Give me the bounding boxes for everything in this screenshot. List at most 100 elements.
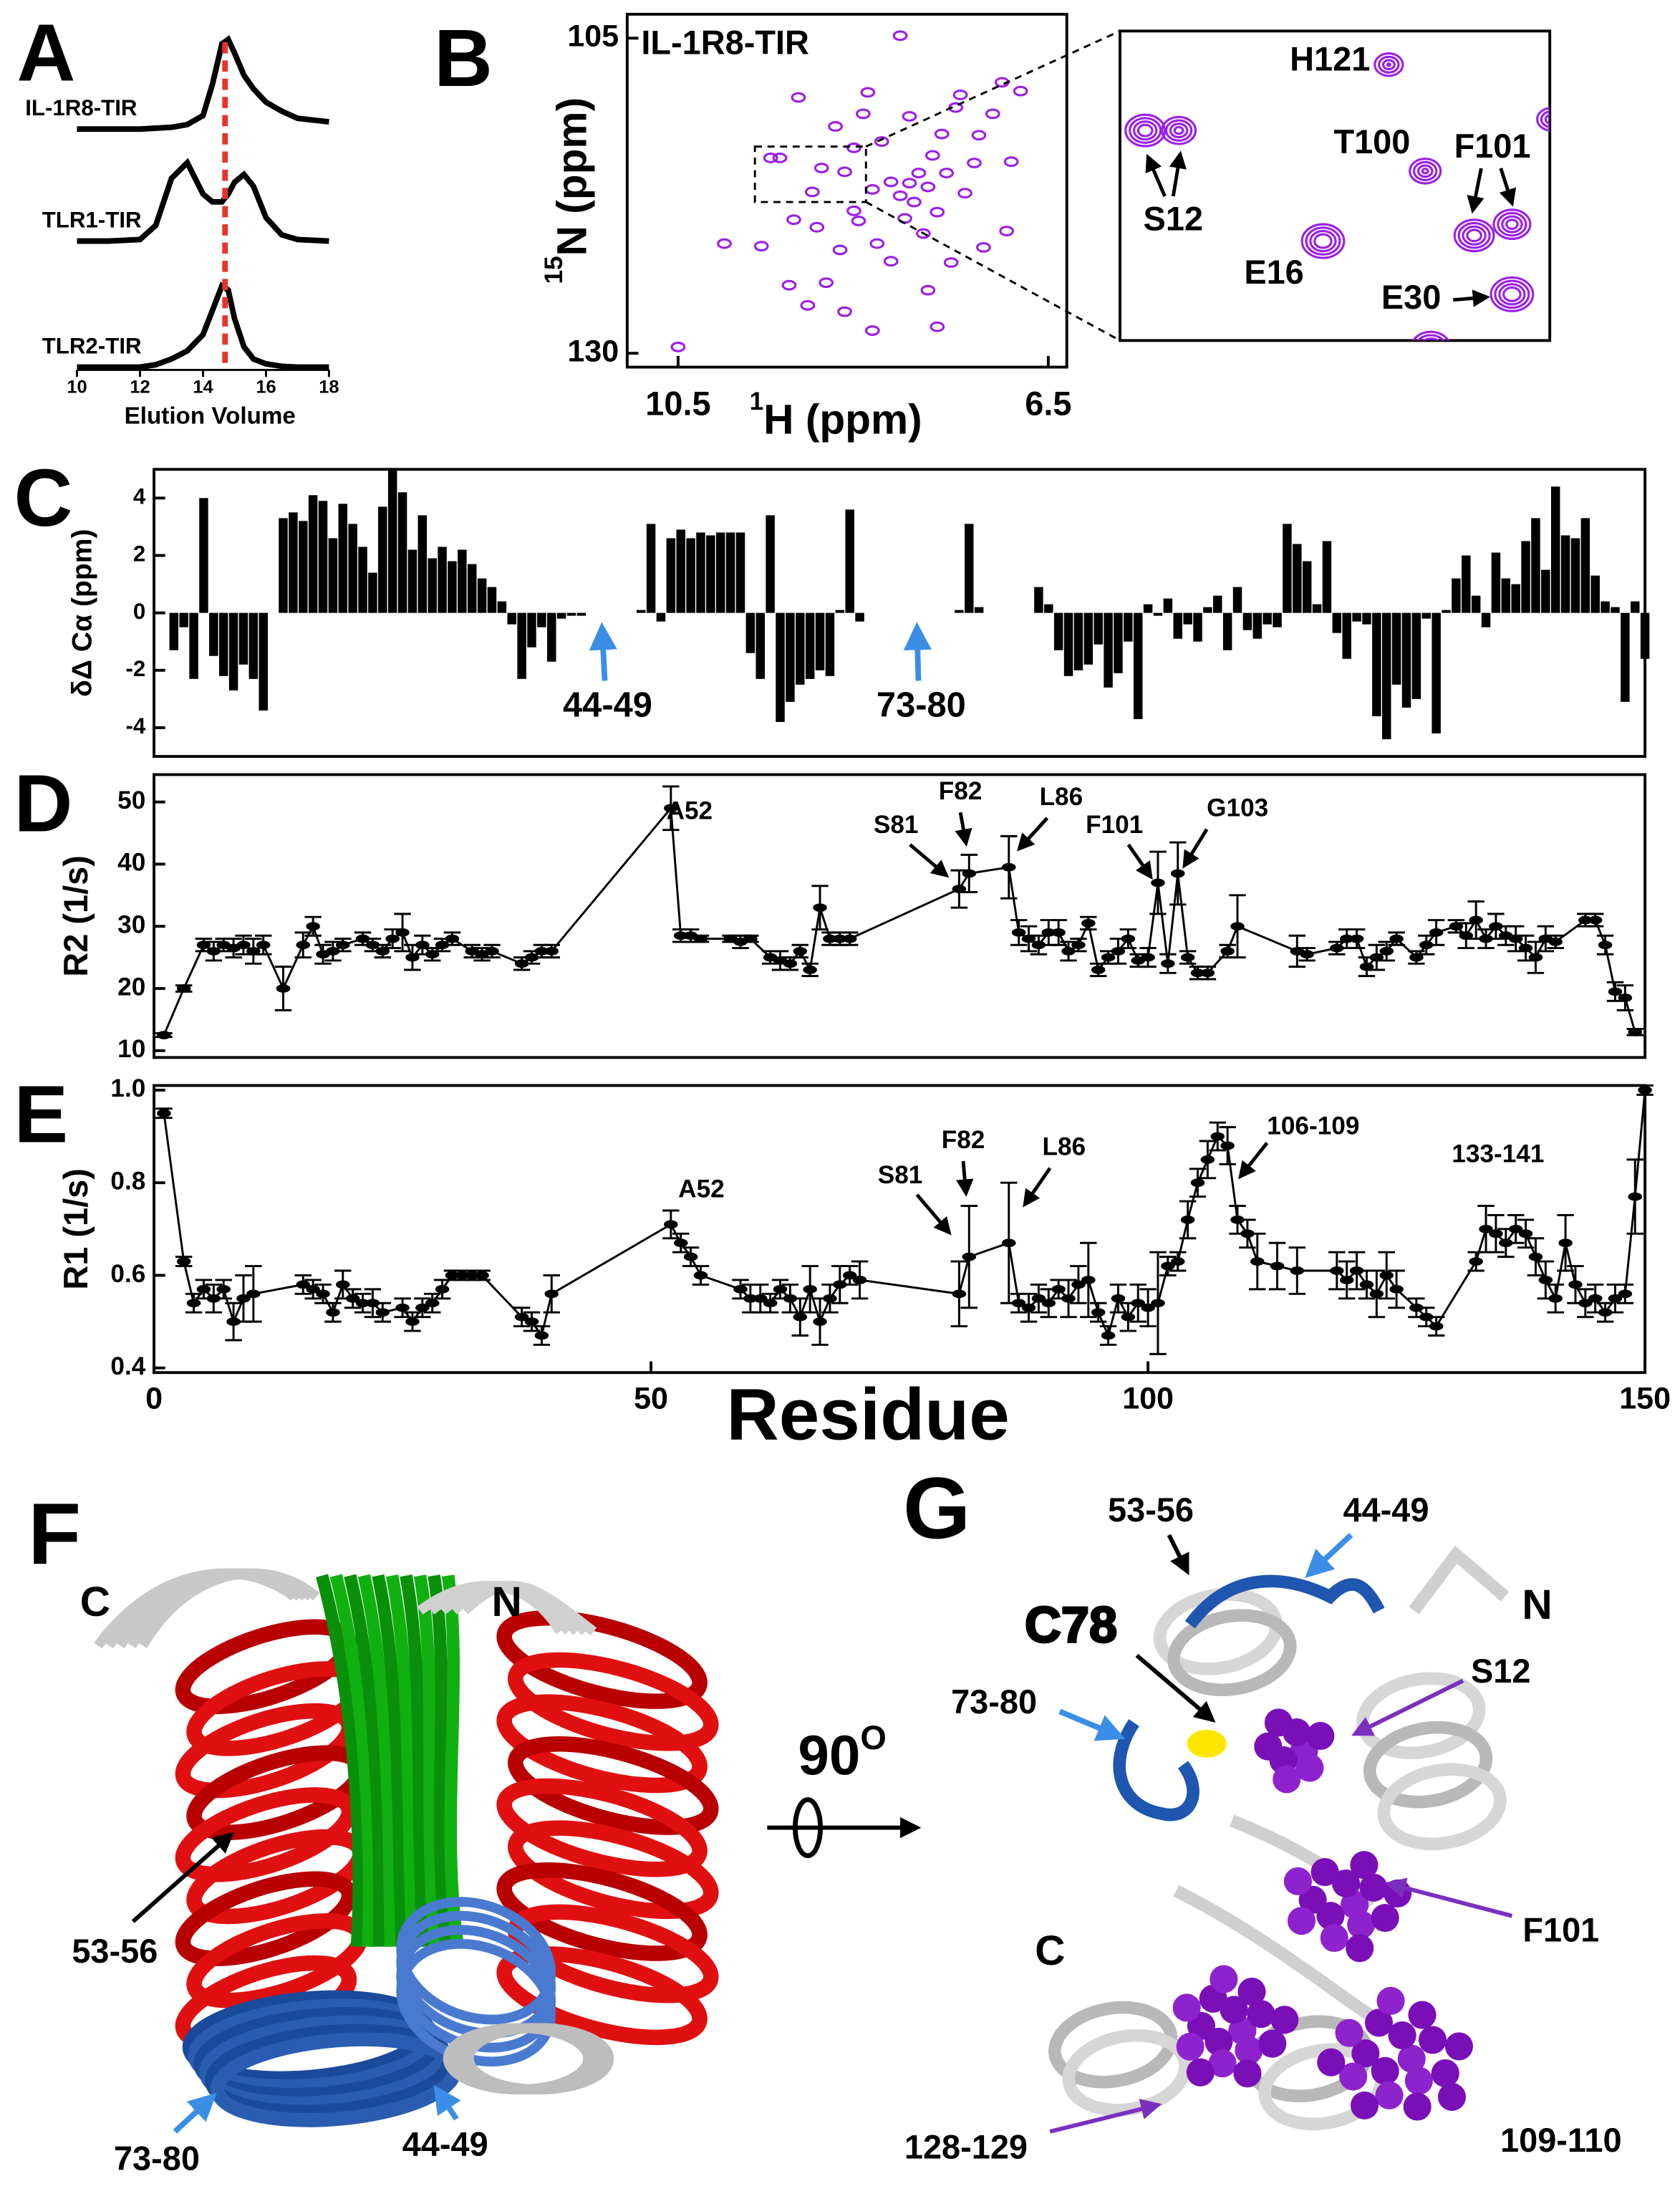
residue-sphere: [1376, 1986, 1405, 2015]
bar: [477, 578, 487, 613]
contour: [1494, 279, 1530, 309]
bar: [855, 612, 864, 622]
data-point: [316, 1289, 330, 1299]
contour: [1300, 223, 1346, 259]
peak: [902, 110, 917, 122]
data-point: [415, 1303, 430, 1312]
bar: [1452, 578, 1461, 613]
inset-label: E30: [1381, 279, 1441, 316]
strand: [329, 1574, 376, 1948]
data-point: [1081, 1276, 1096, 1284]
bar: [1302, 561, 1312, 613]
y-tick-label: 40: [117, 849, 145, 877]
bar: [715, 532, 725, 613]
data-point: [1528, 953, 1543, 962]
arrow: [1135, 1653, 1216, 1723]
strand: [344, 1574, 386, 1947]
helix: [496, 1694, 708, 1794]
bar: [1580, 518, 1590, 613]
bar: [745, 612, 755, 653]
data-point: [1141, 953, 1155, 962]
residue-sphere: [1346, 1934, 1374, 1963]
bar: [666, 538, 676, 613]
bar: [1173, 612, 1182, 639]
peak: [930, 321, 945, 332]
structure-label: N: [1522, 1582, 1552, 1628]
annotation: F101: [1086, 811, 1143, 839]
data-point: [1071, 940, 1086, 950]
bar: [259, 612, 268, 711]
data-point: [1638, 1086, 1652, 1094]
data-point: [296, 940, 311, 950]
bar: [1590, 575, 1600, 613]
structure-label: 44-49: [1343, 1491, 1429, 1529]
peak: [837, 306, 852, 317]
residue-sphere: [1332, 1869, 1361, 1898]
inset-label: T100: [1333, 123, 1410, 160]
data-point: [1379, 1271, 1394, 1280]
data-point: [226, 1317, 241, 1326]
structure-label: C: [1035, 1928, 1065, 1974]
panel-letter: C: [14, 453, 73, 544]
structure-label: C78: [1025, 1597, 1117, 1653]
bar: [1044, 604, 1053, 613]
data-point: [1409, 1303, 1424, 1312]
data-point: [1618, 1289, 1633, 1299]
data-point: [1170, 1257, 1185, 1266]
peak: [1013, 85, 1028, 97]
bar: [696, 532, 705, 613]
bar: [676, 529, 685, 613]
inset-label: E16: [1244, 254, 1303, 291]
bar: [755, 612, 766, 679]
peak: [874, 136, 889, 148]
bar: [467, 564, 477, 613]
bar: [1391, 612, 1401, 685]
trace: [77, 158, 329, 244]
residue-sphere: [1233, 2059, 1262, 2088]
structure-label: 73-80: [114, 2140, 200, 2177]
structure-label: 128-129: [904, 2129, 1028, 2166]
contour: [1497, 211, 1527, 237]
x-tick-label: 100: [1122, 1382, 1174, 1416]
data-point: [1628, 1192, 1643, 1201]
data-point: [673, 931, 688, 940]
residue-sphere: [1404, 2066, 1433, 2095]
peak: [883, 176, 899, 188]
zoom-connector: [865, 30, 1121, 148]
x-tick-label: 10: [67, 377, 87, 398]
data-point: [763, 1299, 778, 1308]
peak: [985, 108, 1000, 120]
data-point: [445, 934, 460, 943]
data-point: [385, 934, 400, 943]
peak: [860, 87, 876, 98]
residue-sphere: [1320, 1923, 1348, 1953]
x-tick-label: 18: [319, 377, 339, 398]
peak: [976, 241, 991, 253]
structure-label: S12: [1471, 1652, 1530, 1690]
helix: [508, 1652, 719, 1751]
bar: [1094, 612, 1103, 645]
residue-sphere: [1270, 2006, 1299, 2034]
data-point: [673, 1238, 688, 1248]
data-point: [1190, 1178, 1205, 1188]
x-tick-label: 6.5: [1025, 385, 1071, 423]
peak: [717, 238, 732, 249]
data-point: [1200, 1155, 1215, 1164]
y-axis-label: R2 (1/s): [57, 855, 95, 976]
bar: [547, 612, 556, 662]
bar: [656, 612, 666, 622]
bar: [238, 612, 248, 665]
contour: [1462, 225, 1487, 246]
data-point: [1220, 1141, 1235, 1150]
data-point: [405, 1317, 420, 1326]
arrow: [1126, 843, 1153, 880]
arrow: [1238, 1142, 1269, 1180]
data-point: [783, 959, 798, 968]
bar: [218, 612, 228, 676]
residue-sphere: [1287, 1907, 1316, 1935]
data-point: [1031, 1294, 1046, 1303]
data-point: [236, 940, 251, 950]
bar: [1222, 612, 1232, 650]
bar: [1133, 612, 1143, 719]
bar: [1381, 612, 1391, 739]
